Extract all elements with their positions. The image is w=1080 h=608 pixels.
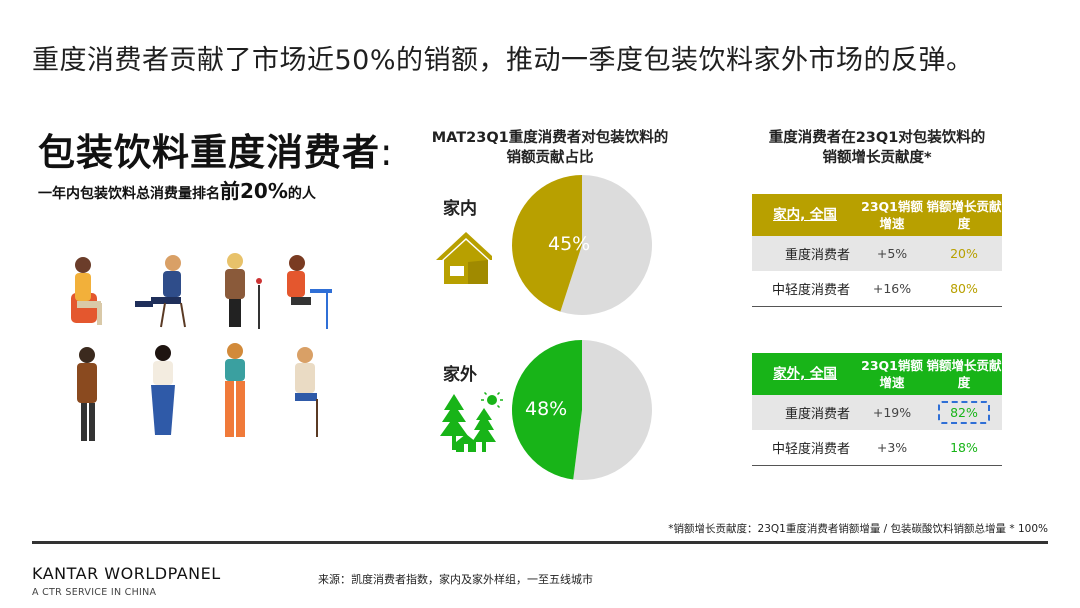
subtitle-post: 的人 (287, 186, 316, 202)
house-icon (436, 232, 492, 284)
row-contribution-highlight: 82% (926, 395, 1002, 430)
out-pie-rest-slice (573, 340, 652, 480)
person-standing-drinking-3 (225, 343, 245, 437)
out-label: 家外 (443, 360, 477, 385)
table-header-row: 家外, 全国 23Q1销额增速 销额增长贡献度 (752, 353, 1002, 395)
row-growth: +3% (858, 430, 926, 466)
person-seated-drinking-4 (287, 255, 332, 329)
row-growth: +5% (858, 236, 926, 271)
out-label-text: 家外 (443, 365, 477, 385)
subtitle-emphasis: 前20% (220, 179, 288, 203)
row-label: 重度消费者 (752, 236, 858, 271)
home-pie-chart: 45% (512, 175, 653, 315)
person-seated-drinking-5 (295, 347, 318, 437)
out-table-header-scope: 家外, 全国 (773, 365, 837, 382)
consumer-illustrations (71, 253, 332, 441)
home-table-header-growth: 23Q1销额增速 (861, 199, 923, 231)
person-seated-drinking-2 (135, 255, 186, 328)
table-row: 中轻度消费者 +16% 80% (752, 271, 1002, 307)
footer-divider (32, 541, 1048, 544)
pie-chart-title: MAT23Q1重度消费者对包装饮料的 销额贡献占比 (405, 128, 695, 168)
home-table-header-contribution: 销额增长贡献度 (926, 199, 1002, 231)
table-row: 重度消费者 +5% 20% (752, 236, 1002, 271)
source-note: 来源：凯度消费者指数，家内及家外样组，一至五线城市 (318, 573, 593, 586)
home-pie-heavy-slice (512, 175, 582, 312)
out-table-header-contribution: 销额增长贡献度 (926, 358, 1002, 390)
out-pie-value-label: 48% (525, 398, 567, 420)
table-section-title: 重度消费者在23Q1对包装饮料的 销额增长贡献度* (752, 128, 1002, 168)
home-table-header-scope: 家内, 全国 (773, 206, 837, 223)
row-label: 重度消费者 (752, 395, 858, 430)
home-pie-rest-slice (560, 175, 653, 315)
pie-title-line2: 销额贡献占比 (506, 150, 594, 166)
table-title-line1: 重度消费者在23Q1对包装饮料的 (768, 130, 986, 146)
out-table-header-growth: 23Q1销额增速 (861, 358, 923, 390)
row-contribution: 80% (926, 271, 1002, 307)
table-title-line2: 销额增长贡献度* (822, 150, 932, 166)
brand-tagline: A CTR SERVICE IN CHINA (32, 587, 157, 598)
row-label: 中轻度消费者 (752, 430, 858, 466)
row-growth: +19% (858, 395, 926, 430)
table-row: 中轻度消费者 +3% 18% (752, 430, 1002, 466)
subtitle-pre: 一年内包装饮料总消费量排名 (38, 186, 220, 202)
home-label: 家内 (443, 194, 477, 219)
section-subtitle: 一年内包装饮料总消费量排名前20%的人 (38, 175, 316, 204)
out-contribution-table: 家外, 全国 23Q1销额增速 销额增长贡献度 重度消费者 +19% 82% 中… (752, 353, 1002, 466)
home-label-text: 家内 (443, 199, 477, 219)
page-headline: 重度消费者贡献了市场近50%的销额，推动一季度包装饮料家外市场的反弹。 (32, 45, 974, 76)
row-label: 中轻度消费者 (752, 271, 858, 307)
person-standing-drinking-1 (77, 347, 97, 441)
row-contribution: 20% (926, 236, 1002, 271)
row-contribution: 18% (926, 430, 1002, 466)
row-growth: +16% (858, 271, 926, 307)
person-seated-drinking-3 (225, 253, 262, 329)
person-standing-drinking-2 (151, 345, 175, 435)
table-header-row: 家内, 全国 23Q1销额增速 销额增长贡献度 (752, 194, 1002, 236)
out-pie-chart: 48% (511, 340, 652, 480)
section-title-text: 包装饮料重度消费者 (38, 131, 380, 174)
table-row: 重度消费者 +19% 82% (752, 395, 1002, 430)
footnote: *销额增长贡献度：23Q1重度消费者销额增量 / 包装碳酸饮料销额总增量 * 1… (668, 523, 1048, 535)
brand-logo: KANTAR WORLDPANEL (32, 564, 221, 583)
home-contribution-table: 家内, 全国 23Q1销额增速 销额增长贡献度 重度消费者 +5% 20% 中轻… (752, 194, 1002, 307)
out-pie-heavy-slice (511, 340, 582, 480)
section-title: 包装饮料重度消费者: (38, 122, 393, 176)
outdoor-trees-sun-icon (440, 392, 503, 452)
highlighted-contribution: 82% (938, 401, 990, 424)
home-pie-value-label: 45% (548, 233, 590, 255)
section-title-colon: : (380, 131, 394, 174)
pie-title-line1: MAT23Q1重度消费者对包装饮料的 (431, 130, 669, 146)
person-seated-drinking-1 (71, 257, 102, 325)
